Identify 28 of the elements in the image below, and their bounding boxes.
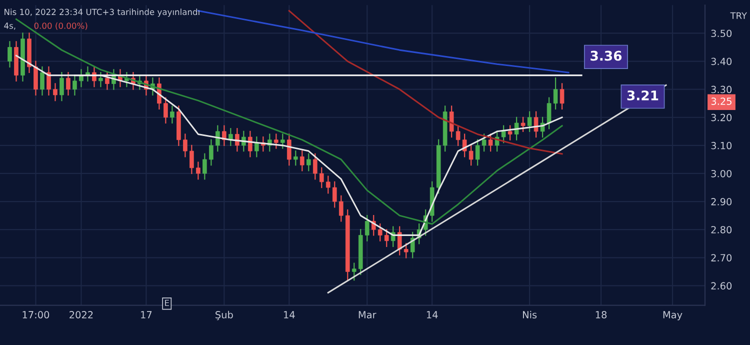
- x-tick-label: Şub: [216, 310, 233, 320]
- x-tick-label: 2022: [70, 311, 93, 318]
- x-tick-label: Mar: [358, 311, 376, 318]
- annotation: 3.36: [590, 50, 622, 61]
- text: 4s,: [4, 22, 16, 30]
- y-axis-title: TRY: [730, 12, 748, 19]
- y-tick-label: 2.80: [711, 226, 732, 234]
- x-tick-label: 14: [426, 311, 438, 318]
- text: 3.25: [711, 98, 732, 105]
- annotation: E: [165, 300, 169, 306]
- y-tick-label: 3.40: [711, 58, 732, 66]
- y-tick-label: 2.60: [711, 282, 732, 290]
- annotation: 3.21: [627, 90, 658, 100]
- x-tick-label: Nis: [522, 310, 537, 318]
- y-tick-label: 2.90: [711, 198, 732, 206]
- chart-title: Nis 10, 2022 23:34 UTC+3 tarihinde yayınlandı: [4, 8, 200, 17]
- x-tick-label: 18: [596, 311, 607, 318]
- x-tick-label: 17: [141, 311, 152, 318]
- y-tick-label: 3.20: [711, 114, 732, 122]
- y-tick-label: 3.10: [711, 142, 732, 150]
- y-tick-label: 3.50: [711, 30, 732, 38]
- x-tick-label: May: [663, 311, 682, 320]
- annotation: 0.00 (0.00%): [34, 22, 88, 30]
- x-tick-label: 17:00: [22, 311, 50, 318]
- y-tick-label: 2.70: [711, 254, 732, 262]
- x-tick-label: 14: [284, 311, 295, 318]
- y-tick-label: 3.30: [711, 86, 732, 94]
- y-tick-label: 3.00: [711, 170, 732, 178]
